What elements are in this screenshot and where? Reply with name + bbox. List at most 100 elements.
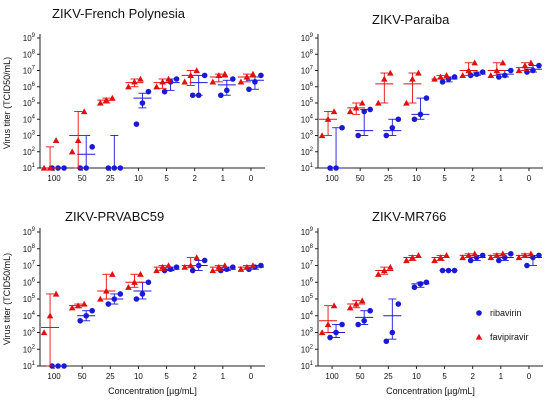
y-tick-label: 107 xyxy=(23,261,36,271)
x-tick-label: 100 xyxy=(47,174,61,183)
ribavirin-point xyxy=(411,116,418,123)
y-tick-exponent: 8 xyxy=(310,244,314,250)
x-tick-label: 0 xyxy=(249,174,254,183)
favipiravir-point xyxy=(346,304,354,311)
ribavirin-point xyxy=(111,296,118,302)
y-tick-base: 10 xyxy=(301,99,310,108)
y-tick-base: 10 xyxy=(301,312,310,321)
favipiravir-point xyxy=(131,78,138,85)
y-tick-exponent: 4 xyxy=(310,311,314,317)
y-tick-exponent: 3 xyxy=(310,131,314,137)
y-tick-exponent: 5 xyxy=(32,98,36,104)
favipiravir-point xyxy=(330,108,338,115)
favipiravir-point xyxy=(527,250,535,257)
y-tick-exponent: 2 xyxy=(310,147,314,153)
y-tick-label: 103 xyxy=(301,131,314,141)
y-tick-exponent: 2 xyxy=(310,344,314,350)
favipiravir-point xyxy=(46,312,54,319)
ribavirin-point xyxy=(524,262,530,269)
favipiravir-point xyxy=(521,62,529,69)
y-tick-base: 10 xyxy=(23,362,32,371)
ribavirin-point xyxy=(161,88,168,95)
y-tick-base: 10 xyxy=(23,228,32,237)
favipiravir-point xyxy=(375,99,382,106)
panel-title: ZIKV-French Polynesia xyxy=(52,6,186,21)
favipiravir-point xyxy=(443,72,450,79)
favipiravir-point xyxy=(437,254,444,261)
y-tick-exponent: 5 xyxy=(32,294,36,300)
ribavirin-point xyxy=(189,92,196,99)
legend-marker-favipiravir xyxy=(475,333,483,340)
favipiravir-point xyxy=(181,263,188,270)
y-tick-exponent: 3 xyxy=(32,328,36,334)
favipiravir-point xyxy=(515,254,523,261)
x-tick-label: 10 xyxy=(412,372,421,381)
ribavirin-point xyxy=(133,296,140,302)
y-tick-base: 10 xyxy=(301,262,310,271)
ribavirin-point xyxy=(218,92,224,99)
ribavirin-point xyxy=(339,321,345,328)
x-tick-label: 0 xyxy=(527,174,532,183)
favipiravir-point xyxy=(109,94,116,101)
x-tick-label: 1 xyxy=(499,174,504,183)
favipiravir-point xyxy=(431,75,438,82)
y-tick-label: 108 xyxy=(301,49,314,59)
favipiravir-point xyxy=(40,329,48,336)
x-tick-label: 25 xyxy=(106,372,115,381)
y-tick-label: 106 xyxy=(301,277,314,287)
favipiravir-point xyxy=(437,73,444,80)
favipiravir-point xyxy=(68,304,76,311)
ribavirin-point xyxy=(224,87,230,94)
y-tick-label: 102 xyxy=(23,147,36,157)
favipiravir-point xyxy=(40,164,48,171)
y-tick-label: 105 xyxy=(23,98,36,108)
legend: ribavirin favipiravir xyxy=(475,308,529,342)
ribavirin-point xyxy=(508,67,514,74)
ribavirin-point xyxy=(333,165,339,171)
y-tick-base: 10 xyxy=(23,295,32,304)
favipiravir-point xyxy=(487,254,495,261)
favipiravir-point xyxy=(187,262,194,269)
ribavirin-point xyxy=(139,100,146,106)
x-axis-label: Concentration [µg/mL] xyxy=(108,386,197,396)
favipiravir-point xyxy=(159,263,166,270)
x-tick-label: 25 xyxy=(106,174,115,183)
y-tick-exponent: 9 xyxy=(32,33,36,39)
x-tick-label: 100 xyxy=(47,372,61,381)
ribavirin-point xyxy=(83,312,89,319)
legend-label-favipiravir: favipiravir xyxy=(490,332,529,342)
y-tick-base: 10 xyxy=(23,67,32,76)
favipiravir-point xyxy=(415,252,422,259)
y-axis-label: Virus titer (TCID50/mL) xyxy=(2,253,12,345)
x-tick-label: 5 xyxy=(164,174,169,183)
y-tick-label: 103 xyxy=(23,328,36,338)
favipiravir-point xyxy=(74,302,82,309)
ribavirin-point xyxy=(451,74,458,80)
ribavirin-point xyxy=(439,267,446,274)
x-tick-label: 100 xyxy=(325,372,339,381)
y-tick-base: 10 xyxy=(301,245,310,254)
x-tick-label: 5 xyxy=(442,174,447,183)
ribavirin-point xyxy=(117,291,124,297)
favipiravir-point xyxy=(193,67,200,74)
ribavirin-point xyxy=(61,363,67,369)
favipiravir-point xyxy=(46,164,54,171)
favipiravir-point xyxy=(243,73,251,80)
y-tick-label: 107 xyxy=(301,66,314,76)
ribavirin-point xyxy=(439,79,446,85)
ribavirin-point xyxy=(89,307,95,314)
y-tick-exponent: 7 xyxy=(32,66,36,72)
ribavirin-point xyxy=(536,252,542,259)
y-tick-base: 10 xyxy=(301,34,310,43)
panel-2: ZIKV-Paraiba1011021031041051061071081091… xyxy=(301,12,543,183)
ribavirin-point xyxy=(139,291,146,297)
y-tick-label: 109 xyxy=(301,227,314,237)
y-tick-label: 105 xyxy=(301,98,314,108)
ribavirin-point xyxy=(467,257,474,264)
favipiravir-point xyxy=(409,75,416,82)
panel-title: ZIKV-Paraiba xyxy=(372,12,450,27)
y-tick-base: 10 xyxy=(301,164,310,173)
favipiravir-point xyxy=(221,262,229,269)
ribavirin-point xyxy=(89,144,95,150)
ribavirin-point xyxy=(502,72,508,79)
